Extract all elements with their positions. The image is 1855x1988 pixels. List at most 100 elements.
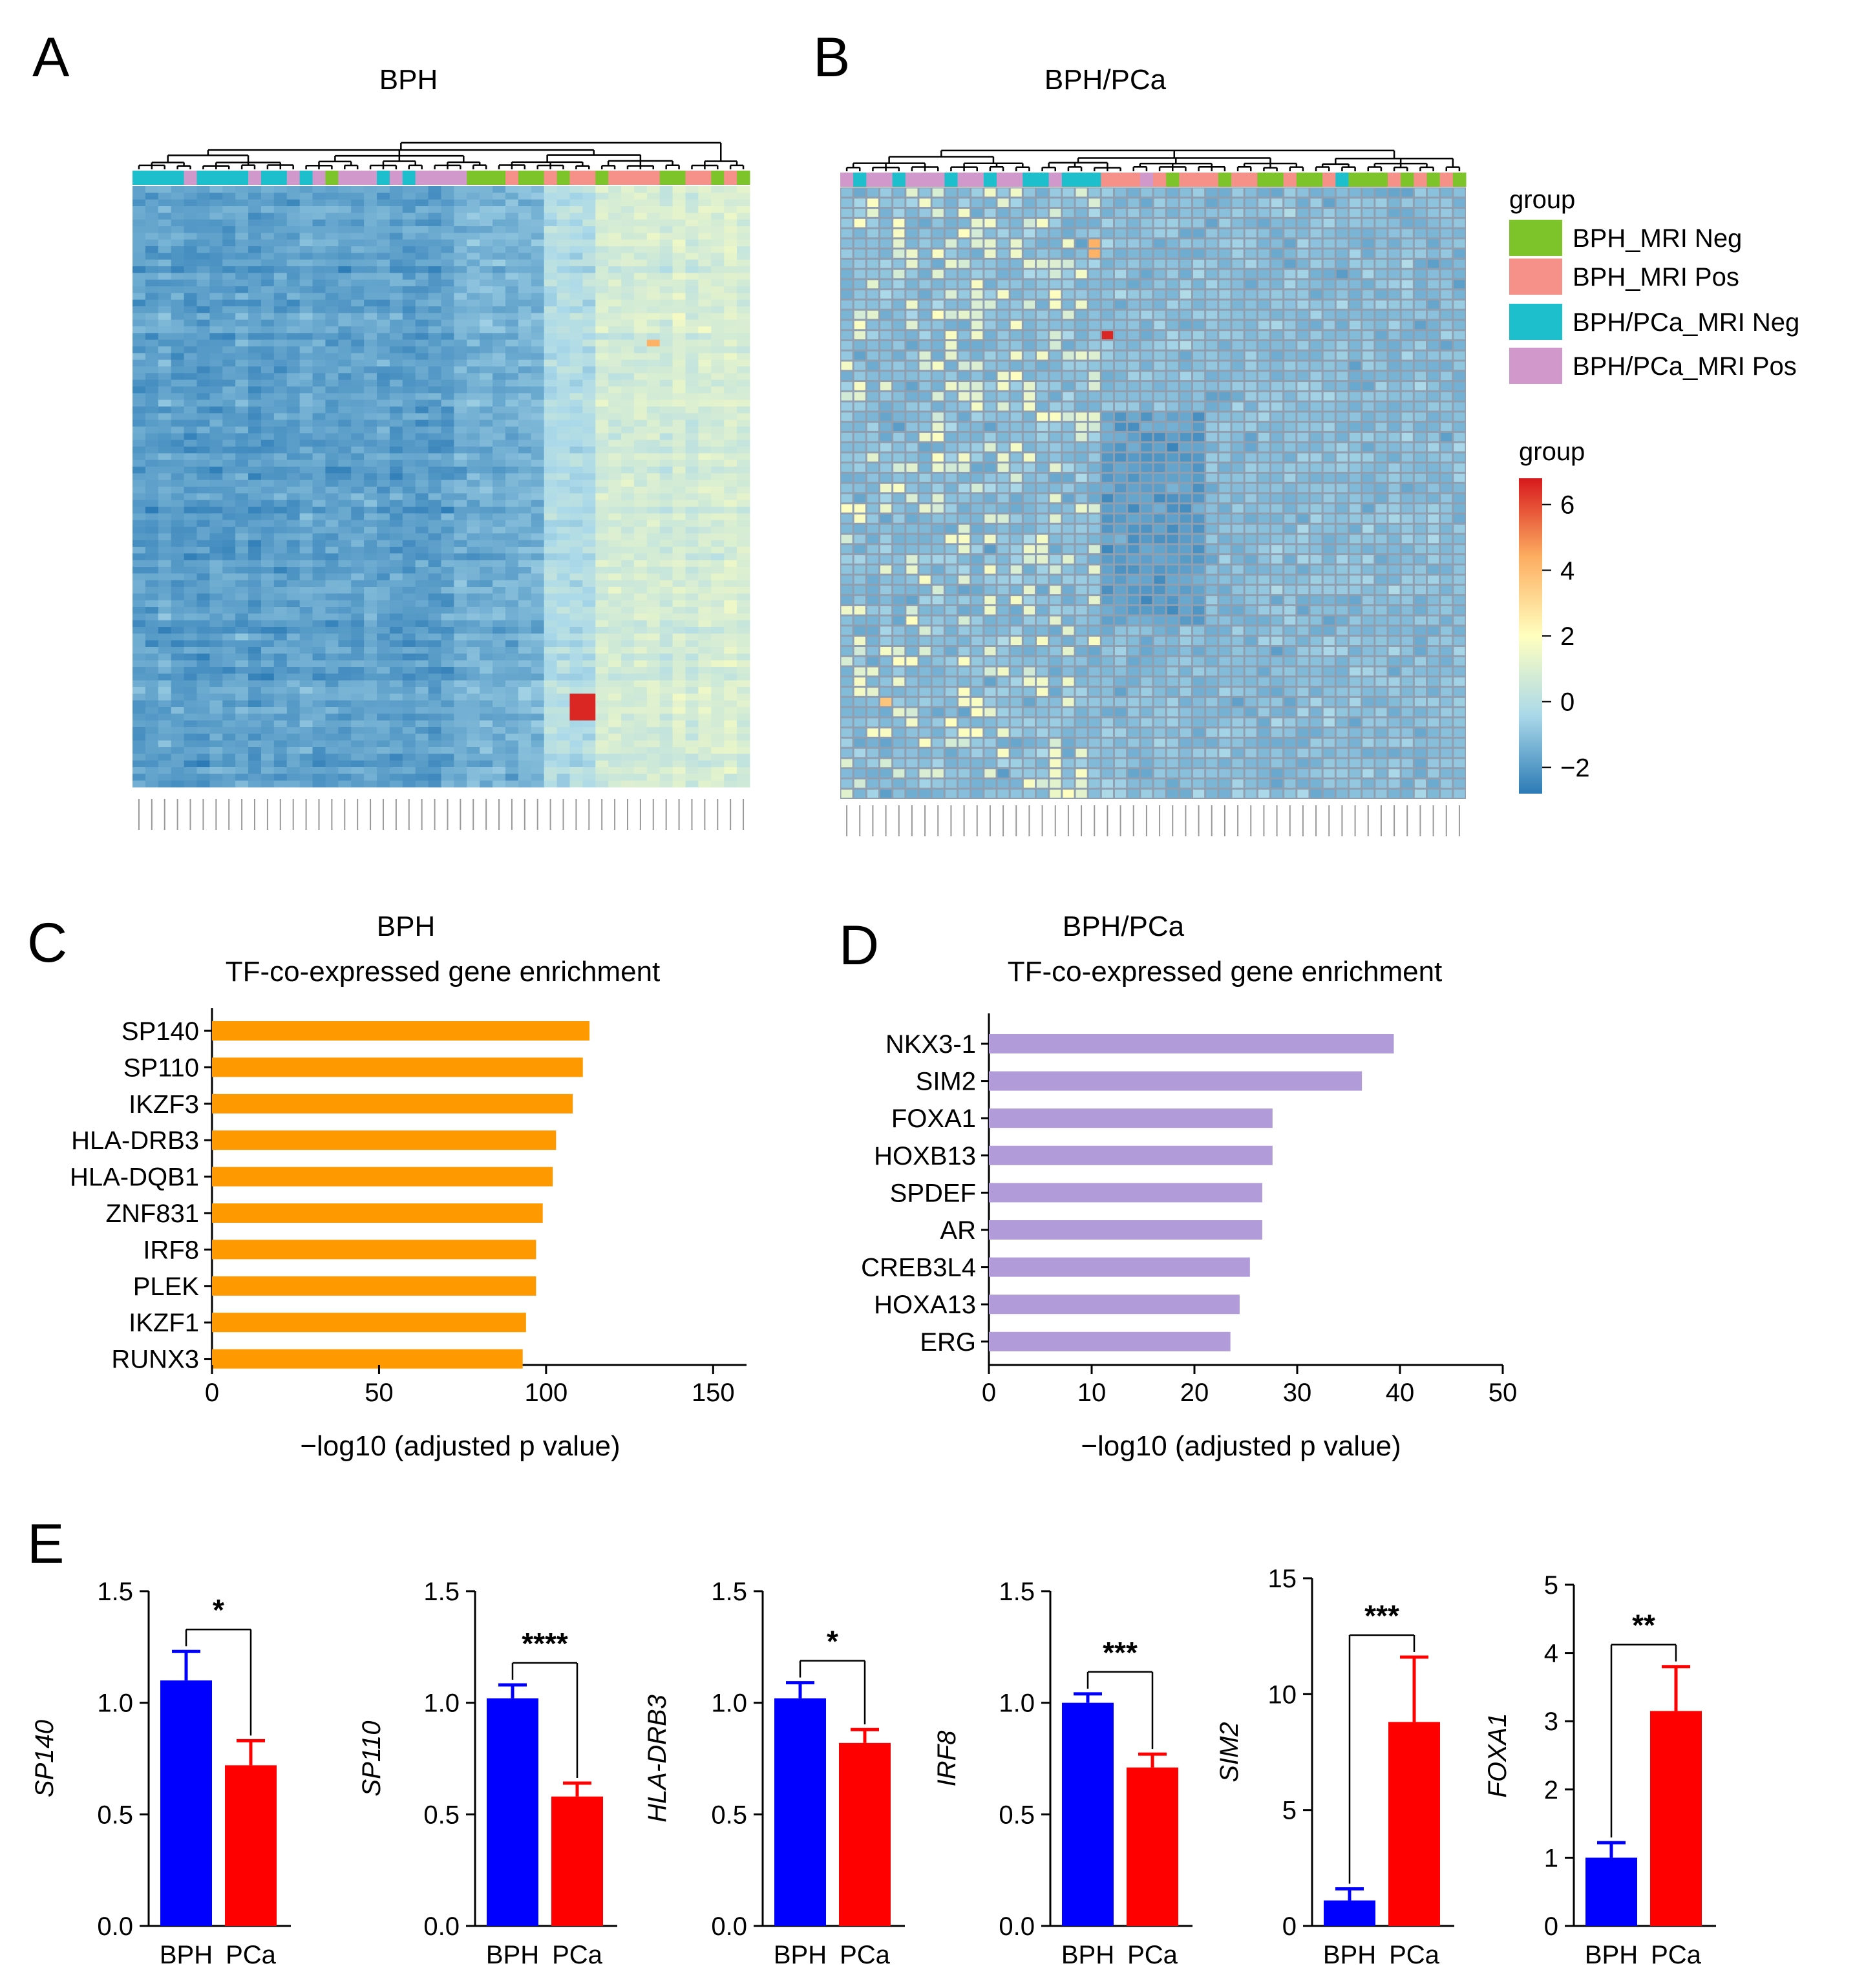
heatmap-cell	[338, 540, 352, 547]
heatmap-cell	[377, 206, 390, 213]
heatmap-cell	[389, 467, 403, 474]
heatmap-cell	[711, 259, 725, 267]
heatmap-cell	[544, 527, 557, 534]
heatmap-cell	[556, 567, 570, 574]
heatmap-cell	[145, 213, 159, 220]
heatmap-cell	[737, 567, 750, 574]
heatmap-cell	[518, 747, 532, 754]
group-bar-cell	[1414, 173, 1427, 187]
heatmap-cell	[132, 640, 146, 648]
heatmap-cell	[158, 567, 172, 574]
heatmap-cell	[544, 533, 557, 541]
heatmap-cell	[428, 299, 441, 307]
heatmap-cell	[132, 707, 146, 714]
heatmap-cell	[145, 727, 159, 734]
heatmap-cell	[595, 233, 609, 240]
heatmap-cell	[260, 266, 275, 273]
heatmap-cell	[854, 789, 865, 798]
heatmap-cell	[595, 653, 609, 661]
heatmap-cell	[248, 720, 262, 728]
group-bar-cell	[1061, 173, 1076, 187]
heatmap-cell	[659, 453, 673, 461]
heatmap-cell	[222, 707, 236, 714]
heatmap-cell	[893, 300, 905, 309]
heatmap-cell	[646, 593, 661, 601]
heatmap-cell	[312, 193, 326, 200]
heatmap-cell	[608, 246, 622, 253]
heatmap-cell	[672, 774, 686, 781]
heatmap-cell	[325, 720, 339, 728]
heatmap-cell	[441, 473, 454, 481]
heatmap-cell	[480, 447, 493, 454]
heatmap-cell	[454, 633, 467, 641]
heatmap-cell	[312, 714, 326, 721]
heatmap-cell	[338, 513, 352, 521]
heatmap-cell	[569, 473, 583, 481]
heatmap-cell	[402, 453, 416, 461]
heatmap-cell	[171, 493, 184, 501]
heatmap-cell	[325, 239, 339, 247]
heatmap-cell	[402, 600, 416, 608]
heatmap-cell	[698, 259, 712, 267]
heatmap-cell	[389, 780, 403, 788]
heatmap-cell	[222, 760, 236, 768]
heatmap-cell	[467, 513, 480, 521]
heatmap-cell	[646, 727, 661, 734]
heatmap-cell	[132, 714, 146, 721]
heatmap-cell	[441, 714, 454, 721]
heatmap-cell	[325, 266, 339, 273]
heatmap-cell	[880, 738, 892, 747]
heatmap-cell	[544, 339, 557, 347]
heatmap-cell	[273, 333, 288, 341]
heatmap-cell	[544, 393, 557, 401]
heatmap-cell	[595, 266, 609, 273]
heatmap-cell	[556, 413, 570, 421]
heatmap-cell	[325, 640, 339, 648]
heatmap-cell	[196, 407, 210, 414]
heatmap-cell	[158, 673, 172, 681]
heatmap-cell	[209, 587, 223, 594]
heatmap-cell	[132, 540, 146, 547]
heatmap-cell	[854, 545, 865, 554]
heatmap-cell	[544, 667, 557, 674]
heatmap-cell	[248, 353, 262, 361]
heatmap-cell	[685, 780, 699, 788]
heatmap-cell	[364, 246, 377, 253]
heatmap-cell	[880, 718, 892, 727]
heatmap-cell	[556, 700, 570, 708]
heatmap-cell	[235, 413, 249, 421]
heatmap-cell	[389, 587, 403, 594]
heatmap-cell	[621, 587, 635, 594]
heatmap-cell	[633, 226, 648, 233]
heatmap-cell	[646, 339, 661, 347]
heatmap-cell	[248, 206, 262, 213]
heatmap-cell	[158, 273, 172, 280]
heatmap-cell	[428, 693, 441, 701]
heatmap-cell	[893, 575, 905, 584]
heatmap-cell	[389, 513, 403, 521]
heatmap-cell	[724, 246, 737, 253]
heatmap-cell	[493, 573, 506, 581]
heatmap-cell	[312, 627, 326, 634]
heatmap-cell	[158, 386, 172, 394]
heatmap-cell	[724, 419, 737, 427]
group-bar-cell	[248, 171, 262, 185]
heatmap-cell	[737, 480, 750, 487]
heatmap-cell	[711, 774, 725, 781]
heatmap-cell	[132, 627, 146, 634]
heatmap-cell	[377, 573, 390, 581]
heatmap-cell	[505, 700, 519, 708]
heatmap-cell	[646, 186, 661, 193]
heatmap-cell	[556, 386, 570, 394]
heatmap-cell	[235, 393, 249, 401]
heatmap-cell	[235, 213, 249, 220]
heatmap-cell	[428, 507, 441, 514]
heatmap-cell	[737, 279, 750, 287]
heatmap-cell	[235, 520, 249, 527]
heatmap-cell	[184, 453, 197, 461]
heatmap-cell	[724, 673, 737, 681]
heatmap-cell	[377, 687, 390, 694]
heatmap-cell	[171, 487, 184, 494]
group-bar-cell	[235, 171, 249, 185]
heatmap-cell	[196, 640, 210, 648]
